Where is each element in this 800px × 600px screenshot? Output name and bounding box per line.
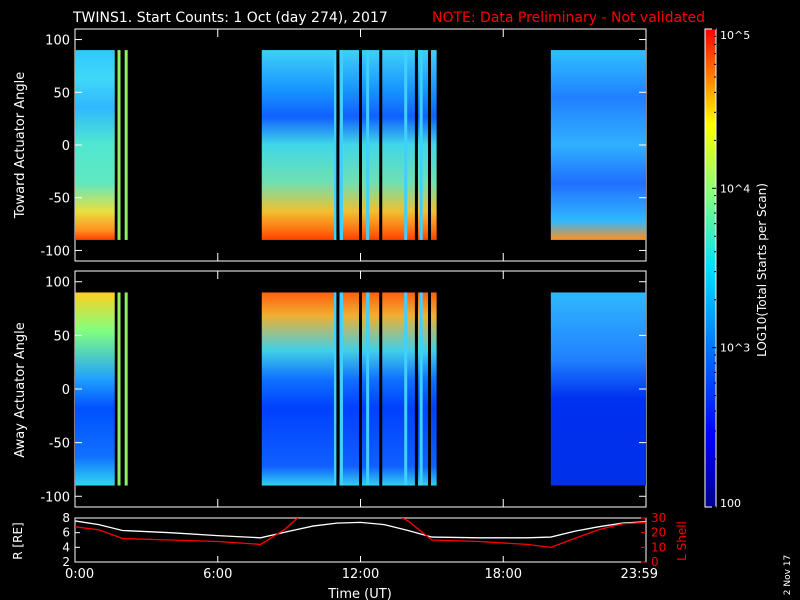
ytick-label-ephem-left-1: 4 (62, 540, 70, 554)
heatmap-line-8 (404, 50, 408, 240)
heatmap-line-9 (414, 50, 418, 240)
colorbar-tick-label-3: 10^5 (720, 29, 750, 42)
xtick-label-1: 6:00 (203, 567, 232, 582)
heatmap-line-0 (117, 292, 121, 486)
ephemeris-series-left (75, 520, 646, 539)
heatmap-block-1 (261, 292, 437, 486)
heatmap-line-10 (419, 50, 423, 240)
ytick-label-ephem-right-2: 20 (651, 526, 666, 540)
chart-title-note: NOTE: Data Preliminary - Not validated (432, 10, 705, 26)
ytick-label-ephem-right-3: 30 (651, 511, 666, 525)
colorbar-label: LOG10(Total Starts per Scan) (755, 183, 769, 357)
colorbar-tick-label-0: 100 (720, 497, 741, 510)
ytick-label-toward-0: -100 (40, 244, 70, 259)
heatmap-line-3 (336, 292, 340, 486)
ytick-label-away-0: -100 (40, 490, 70, 505)
heatmap-line-6 (366, 50, 370, 240)
xtick-label-4: 23:59 (621, 567, 658, 582)
heatmap-line-5 (359, 50, 362, 240)
xtick-label-0: 0:00 (65, 567, 94, 582)
ytick-label-ephem-left-0: 2 (62, 555, 70, 569)
ytick-label-away-3: 50 (53, 329, 70, 344)
heatmap-line-4 (339, 50, 343, 240)
heatmap-line-1 (124, 292, 128, 486)
heatmap-line-11 (427, 50, 431, 240)
ephemeris-ylabel-left: R [RE] (11, 522, 25, 559)
ytick-label-away-2: 0 (62, 383, 70, 398)
x-axis-label: Time (UT) (327, 587, 392, 600)
chart-title: TWINS1. Start Counts: 1 Oct (day 274), 2… (72, 10, 388, 26)
ytick-label-away-1: -50 (49, 437, 70, 452)
colorbar-tick-label-1: 10^3 (720, 342, 750, 355)
ytick-label-toward-2: 0 (62, 139, 70, 154)
colorbar-gradient (704, 28, 717, 508)
heatmap-line-6 (366, 292, 370, 486)
ytick-label-away-4: 100 (45, 276, 70, 291)
heatmap-line-10 (419, 292, 423, 486)
ytick-label-ephem-right-0: 0 (651, 555, 659, 569)
xtick-label-3: 18:00 (485, 567, 522, 582)
ytick-label-toward-1: -50 (49, 192, 70, 207)
colorbar: 100 10^3 10^4 10^5 LOG10(Total Starts per S… (704, 28, 769, 510)
ephemeris-ylabel-right: L Shell (675, 521, 689, 561)
heatmap-line-4 (339, 292, 343, 486)
panel-toward-ylabel: Toward Actuator Angle (13, 72, 28, 219)
heatmap-block-2 (550, 50, 646, 240)
ytick-label-ephem-left-3: 8 (62, 511, 70, 525)
heatmap-block-2 (550, 292, 646, 486)
date-stamp: 2 Nov 17 (783, 555, 793, 595)
heatmap-line-2 (334, 50, 338, 240)
ytick-label-toward-4: 100 (45, 34, 70, 49)
ephemeris-series-right (75, 518, 646, 548)
ytick-label-ephem-right-1: 10 (651, 540, 666, 554)
panel-away: -100 -50 0 50 100 Away Actuator Angle (13, 270, 647, 508)
heatmap-line-3 (336, 50, 340, 240)
panel-away-ylabel: Away Actuator Angle (13, 322, 28, 457)
ytick-label-toward-3: 50 (53, 86, 70, 101)
heatmap-line-8 (404, 292, 408, 486)
heatmap-line-1 (124, 50, 128, 240)
heatmap-line-7 (379, 292, 383, 486)
heatmap-line-11 (427, 292, 431, 486)
heatmap-line-0 (117, 50, 121, 240)
heatmap-line-9 (414, 292, 418, 486)
panel-toward: -100 -50 0 50 100 Toward Actuator Angle (13, 28, 647, 262)
heatmap-line-7 (379, 50, 383, 240)
xtick-label-2: 12:00 (342, 567, 379, 582)
heatmap-block-1 (261, 50, 437, 240)
heatmap-line-5 (359, 292, 362, 486)
heatmap-line-2 (334, 292, 338, 486)
ytick-label-ephem-left-2: 6 (62, 526, 70, 540)
colorbar-tick-label-2: 10^4 (720, 182, 750, 195)
